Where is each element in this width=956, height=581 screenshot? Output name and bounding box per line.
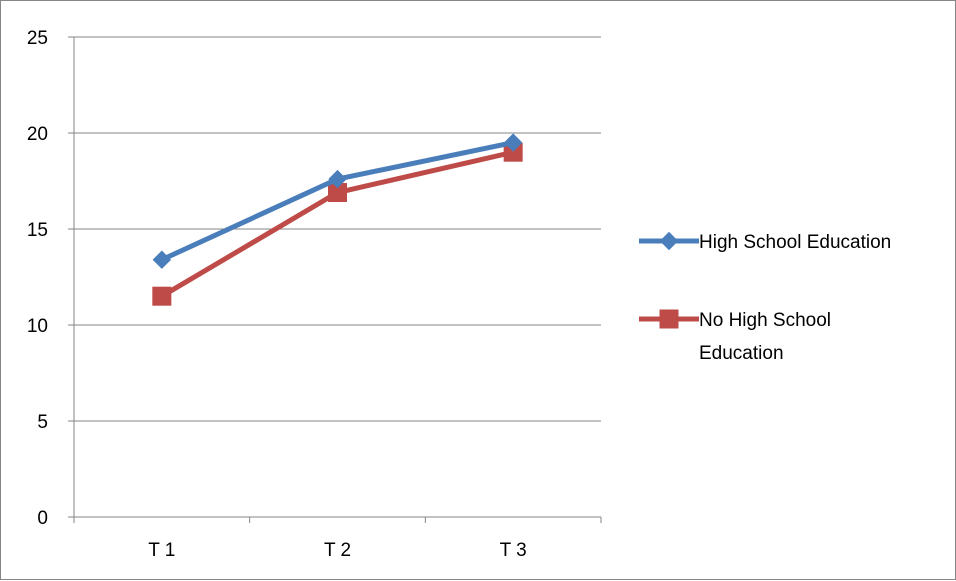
legend-label: Education	[699, 343, 784, 364]
legend-swatch-marker	[659, 231, 679, 251]
gridlines	[74, 36, 601, 422]
series-lines	[152, 133, 523, 306]
x-tick-labels: T 1 T 2 T 3	[148, 540, 526, 561]
legend-item-2: No High School Education	[639, 309, 831, 364]
legend-item-1: High School Education	[639, 231, 891, 253]
series-2	[152, 142, 523, 306]
y-tick-label: 25	[27, 28, 48, 49]
y-tick-label: 15	[27, 220, 48, 241]
data-point	[328, 169, 347, 189]
y-tick-label: 0	[37, 508, 48, 529]
axes	[68, 36, 602, 523]
y-tick-label: 10	[27, 316, 48, 337]
x-tick-label: T 2	[324, 540, 351, 561]
legend-label: High School Education	[699, 232, 891, 253]
y-tick-labels: 0 5 10 15 20 25	[27, 28, 48, 529]
x-tick-label: T 3	[500, 540, 527, 561]
legend: High School Education No High School Educa…	[639, 231, 891, 364]
data-point	[152, 250, 172, 269]
legend-swatch-marker	[659, 309, 679, 329]
data-point	[503, 133, 523, 152]
series-1	[152, 133, 523, 269]
y-tick-label: 20	[27, 124, 48, 145]
data-point	[152, 286, 172, 306]
x-tick-label: T 1	[148, 540, 175, 561]
y-tick-label: 5	[37, 412, 48, 433]
legend-label: No High School	[699, 310, 831, 331]
